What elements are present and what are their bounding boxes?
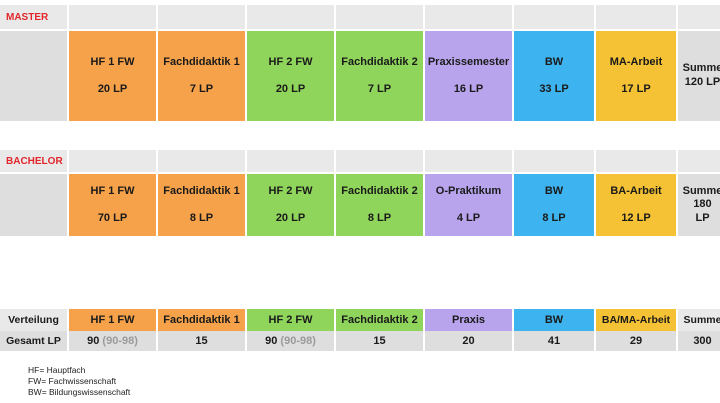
legend: HF= Hauptfach FW= Fachwissenschaft BW= B… xyxy=(28,365,130,398)
master-module-praxissemester: Praxissemester 16 LP xyxy=(425,31,512,121)
verteilung-header-fachdidaktik2: Fachdidaktik 2 xyxy=(336,309,423,331)
verteilung-header-praxis: Praxis xyxy=(425,309,512,331)
verteilung-label: Verteilung xyxy=(0,309,67,331)
master-module-fachdidaktik1: Fachdidaktik 1 7 LP xyxy=(158,31,245,121)
master-row-spacer xyxy=(0,31,67,121)
module-lp: 20 LP xyxy=(97,83,128,95)
bachelor-module-fachdidaktik1: Fachdidaktik 1 8 LP xyxy=(158,174,245,236)
module-lp: 7 LP xyxy=(189,83,214,95)
module-lp: 17 LP xyxy=(621,83,651,95)
gesamt-label: Gesamt LP xyxy=(0,331,67,351)
bachelor-module-bw: BW 8 LP xyxy=(514,174,594,236)
legend-item-bw: BW= Bildungswissenschaft xyxy=(28,387,131,397)
gesamt-summe: 300 xyxy=(678,331,720,351)
module-lp: 8 LP xyxy=(367,212,392,224)
gesamt-praxis: 20 xyxy=(425,331,512,351)
gesamt-hf1-range: (90-98) xyxy=(102,335,138,347)
module-name: HF 2 FW xyxy=(268,184,313,197)
verteilung-header-hf1: HF 1 FW xyxy=(69,309,156,331)
sum-label: Summe xyxy=(682,185,720,198)
bachelor-sum: Summe 180 LP xyxy=(678,174,720,236)
master-modules-row: HF 1 FW 20 LP Fachdidaktik 1 7 LP HF 2 F… xyxy=(0,31,720,121)
module-name: HF 2 FW xyxy=(268,55,313,68)
module-name: HF 1 FW xyxy=(90,184,135,197)
verteilung-header-bw: BW xyxy=(514,309,594,331)
module-lp: 33 LP xyxy=(539,83,569,95)
gesamt-hf1-value: 90 xyxy=(87,335,100,347)
sum-value: 180 xyxy=(693,198,712,211)
verteilung-header-arbeit: BA/MA-Arbeit xyxy=(596,309,676,331)
module-lp: 20 LP xyxy=(275,212,306,224)
sum-value: 120 LP xyxy=(684,76,720,88)
bachelor-module-hf2: HF 2 FW 20 LP xyxy=(247,174,334,236)
gesamt-fachdidaktik1: 15 xyxy=(158,331,245,351)
master-module-ma-arbeit: MA-Arbeit 17 LP xyxy=(596,31,676,121)
module-lp: 16 LP xyxy=(453,83,484,95)
gesamt-hf1: 90 (90-98) xyxy=(69,331,156,351)
gesamt-lp-row: Gesamt LP 90 (90-98) 15 90 (90-98) 15 20… xyxy=(0,331,720,351)
module-name: O-Praktikum xyxy=(435,184,502,197)
module-name: Fachdidaktik 1 xyxy=(163,55,240,68)
master-module-bw: BW 33 LP xyxy=(514,31,594,121)
module-lp: 8 LP xyxy=(542,212,566,224)
gesamt-hf2: 90 (90-98) xyxy=(247,331,334,351)
module-lp: 70 LP xyxy=(97,212,128,224)
module-name: MA-Arbeit xyxy=(609,55,663,68)
bachelor-module-o-praktikum: O-Praktikum 4 LP xyxy=(425,174,512,236)
module-name: BA-Arbeit xyxy=(610,184,662,197)
module-name: Praxissemester xyxy=(427,55,510,68)
legend-item-fw: FW= Fachwissenschaft xyxy=(28,376,117,386)
gesamt-arbeit: 29 xyxy=(596,331,676,351)
legend-item-hf: HF= Hauptfach xyxy=(28,365,86,375)
bachelor-header-row: BACHELOR xyxy=(0,150,720,172)
master-sum: Summe 120 LP xyxy=(678,31,720,121)
verteilung-header-fachdidaktik1: Fachdidaktik 1 xyxy=(158,309,245,331)
module-name: Fachdidaktik 2 xyxy=(341,55,418,68)
gesamt-hf2-range: (90-98) xyxy=(280,335,316,347)
bachelor-label: BACHELOR xyxy=(0,150,67,172)
master-module-fachdidaktik2: Fachdidaktik 2 7 LP xyxy=(336,31,423,121)
bachelor-module-hf1: HF 1 FW 70 LP xyxy=(69,174,156,236)
module-lp: 12 LP xyxy=(621,212,651,224)
module-lp: 7 LP xyxy=(367,83,392,95)
module-lp: 20 LP xyxy=(275,83,306,95)
master-module-hf2: HF 2 FW 20 LP xyxy=(247,31,334,121)
verteilung-header-row: Verteilung HF 1 FW Fachdidaktik 1 HF 2 F… xyxy=(0,309,720,331)
module-name: Fachdidaktik 1 xyxy=(163,184,240,197)
sum-label: Summe xyxy=(682,62,720,75)
module-name: Fachdidaktik 2 xyxy=(341,184,418,197)
gesamt-bw: 41 xyxy=(514,331,594,351)
gesamt-fachdidaktik2: 15 xyxy=(336,331,423,351)
gesamt-hf2-value: 90 xyxy=(265,335,278,347)
master-module-hf1: HF 1 FW 20 LP xyxy=(69,31,156,121)
master-header-row: MASTER xyxy=(0,5,720,29)
bachelor-module-fachdidaktik2: Fachdidaktik 2 8 LP xyxy=(336,174,423,236)
bachelor-row-spacer xyxy=(0,174,67,236)
module-name: BW xyxy=(544,55,564,68)
module-name: HF 1 FW xyxy=(90,55,135,68)
master-label: MASTER xyxy=(0,5,67,29)
verteilung-header-hf2: HF 2 FW xyxy=(247,309,334,331)
module-lp: 4 LP xyxy=(456,212,481,224)
bachelor-module-ba-arbeit: BA-Arbeit 12 LP xyxy=(596,174,676,236)
module-lp: 8 LP xyxy=(189,212,214,224)
bachelor-modules-row: HF 1 FW 70 LP Fachdidaktik 1 8 LP HF 2 F… xyxy=(0,174,720,236)
module-name: BW xyxy=(544,184,564,197)
sum-unit: LP xyxy=(695,211,710,224)
verteilung-header-summe: Summe xyxy=(678,309,720,331)
